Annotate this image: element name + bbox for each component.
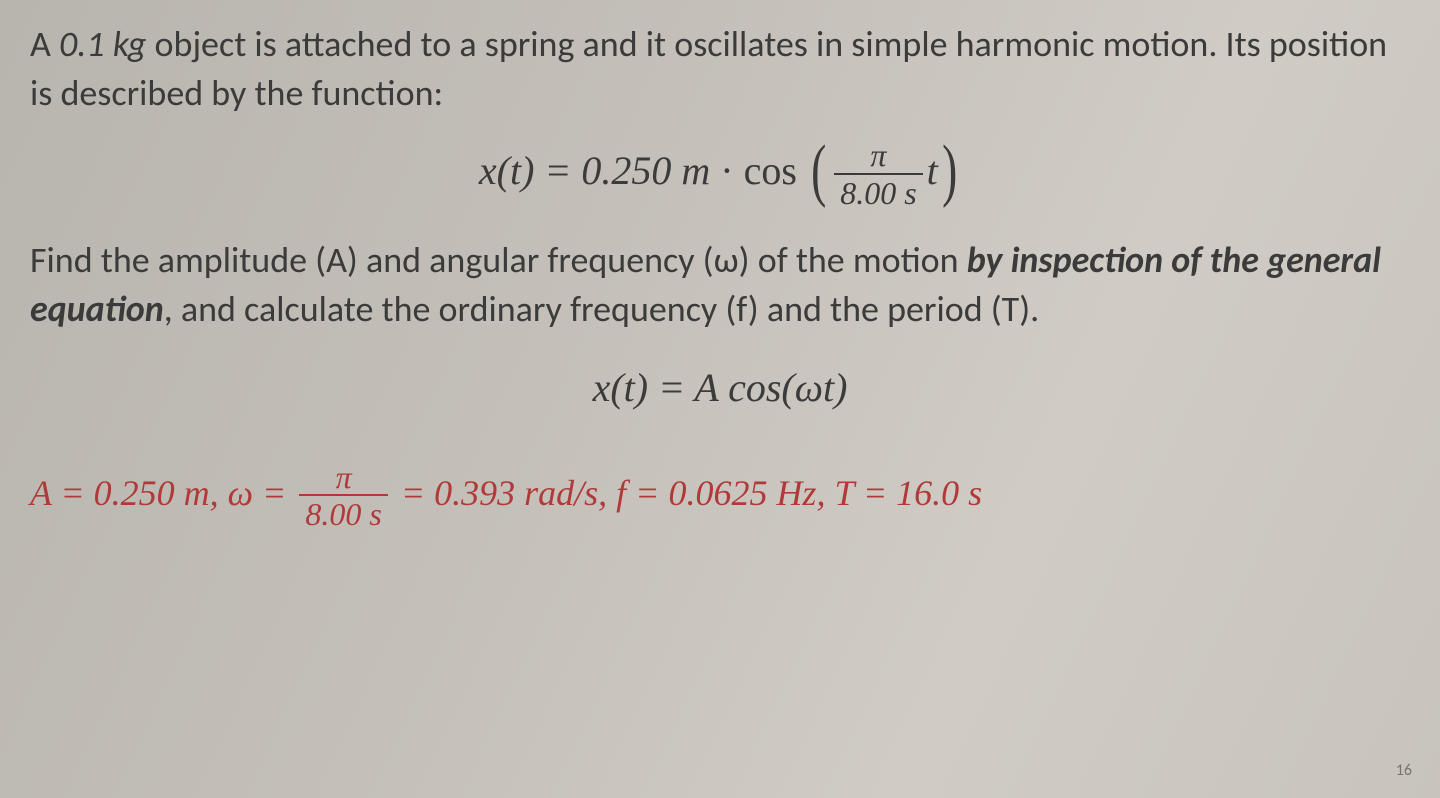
- task-part1: Find the amplitude (A) and angular frequ…: [30, 238, 967, 282]
- ans-sep1: , ω =: [210, 472, 296, 512]
- ans-sep2: , f =: [598, 472, 668, 512]
- ans-A-val: 0.250 m: [94, 472, 210, 512]
- eq-cos: · cos: [710, 148, 807, 193]
- eq-t: t: [927, 148, 938, 193]
- eq-frac-den: 8.00 s: [834, 173, 922, 211]
- problem-text-b: object is attached to a spring and it os…: [30, 22, 1387, 115]
- ans-frac-den: 8.00 s: [299, 494, 387, 532]
- general-eq-text: x(t) = A cos(ωt): [593, 365, 848, 410]
- ans-T-val: 16.0 s: [896, 472, 982, 512]
- rparen-icon: ): [942, 136, 957, 206]
- task-part2: , and calculate the ordinary frequency (…: [164, 287, 1040, 331]
- ans-fraction: π8.00 s: [299, 461, 387, 532]
- answer-line: A = 0.250 m, ω = π8.00 s = 0.393 rad/s, …: [30, 461, 1410, 532]
- problem-text-a: A: [30, 22, 59, 66]
- eq-amplitude: 0.250 m: [581, 148, 710, 193]
- problem-statement: A 0.1 kg object is attached to a spring …: [30, 20, 1410, 117]
- eq-frac-num: π: [834, 139, 922, 173]
- ans-sep3: , T =: [816, 472, 896, 512]
- ans-A-label: A =: [30, 472, 94, 512]
- slide-number: 16: [1396, 761, 1412, 780]
- ans-omega-eq: = 0.393 rad/s: [392, 472, 598, 512]
- general-equation: x(t) = A cos(ωt): [30, 364, 1410, 411]
- eq-lhs: x(t) =: [479, 148, 582, 193]
- position-equation: x(t) = 0.250 m · cos (π8.00 st): [30, 139, 1410, 210]
- ans-f-val: 0.0625 Hz: [668, 472, 816, 512]
- lparen-icon: (: [811, 136, 826, 206]
- task-statement: Find the amplitude (A) and angular frequ…: [30, 236, 1410, 333]
- mass-value: 0.1 kg: [59, 22, 146, 66]
- eq-fraction: π8.00 s: [834, 139, 922, 210]
- ans-frac-num: π: [299, 461, 387, 495]
